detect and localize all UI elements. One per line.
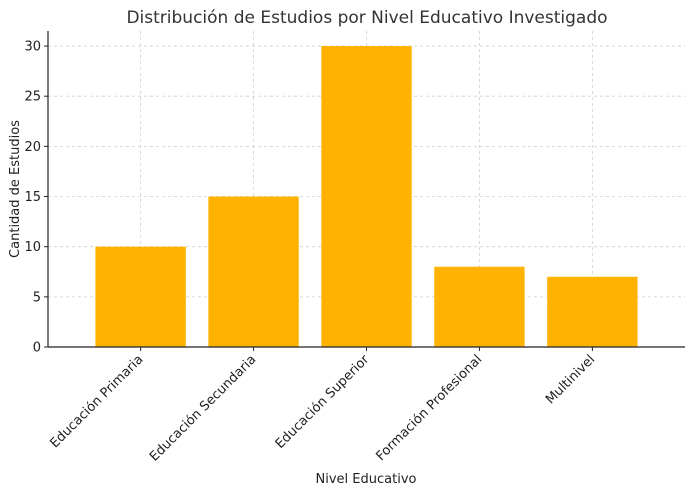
bar-1 bbox=[208, 196, 299, 347]
x-tick-label-0: Educación Primaria bbox=[47, 352, 146, 451]
bar-4 bbox=[547, 276, 638, 347]
x-axis-ticks: Educación Primaria Educación Secundaria Ed… bbox=[47, 347, 598, 465]
x-tick-label-4: Multinivel bbox=[543, 352, 598, 407]
chart-title: Distribución de Estudios por Nivel Educa… bbox=[126, 8, 607, 28]
y-tick-label-6: 30 bbox=[24, 40, 41, 55]
y-tick-label-5: 25 bbox=[24, 90, 41, 105]
x-tick-label-2: Educación Superior bbox=[273, 352, 373, 452]
x-axis-label: Nivel Educativo bbox=[316, 472, 417, 487]
x-tick-label-3: Formación Profesional bbox=[373, 352, 485, 464]
x-tick-label-1: Educación Secundaria bbox=[147, 352, 259, 464]
y-tick-label-2: 10 bbox=[24, 240, 41, 255]
y-tick-label-1: 5 bbox=[33, 290, 41, 305]
y-tick-label-3: 15 bbox=[24, 190, 41, 205]
bars bbox=[95, 46, 638, 348]
bar-0 bbox=[95, 246, 186, 347]
y-axis-ticks: 0 5 10 15 20 25 30 bbox=[24, 40, 48, 356]
y-tick-label-0: 0 bbox=[33, 341, 41, 356]
bar-2 bbox=[321, 46, 412, 348]
y-tick-label-4: 20 bbox=[24, 140, 41, 155]
bar-3 bbox=[434, 266, 525, 347]
y-axis-label: Cantidad de Estudios bbox=[8, 120, 23, 258]
